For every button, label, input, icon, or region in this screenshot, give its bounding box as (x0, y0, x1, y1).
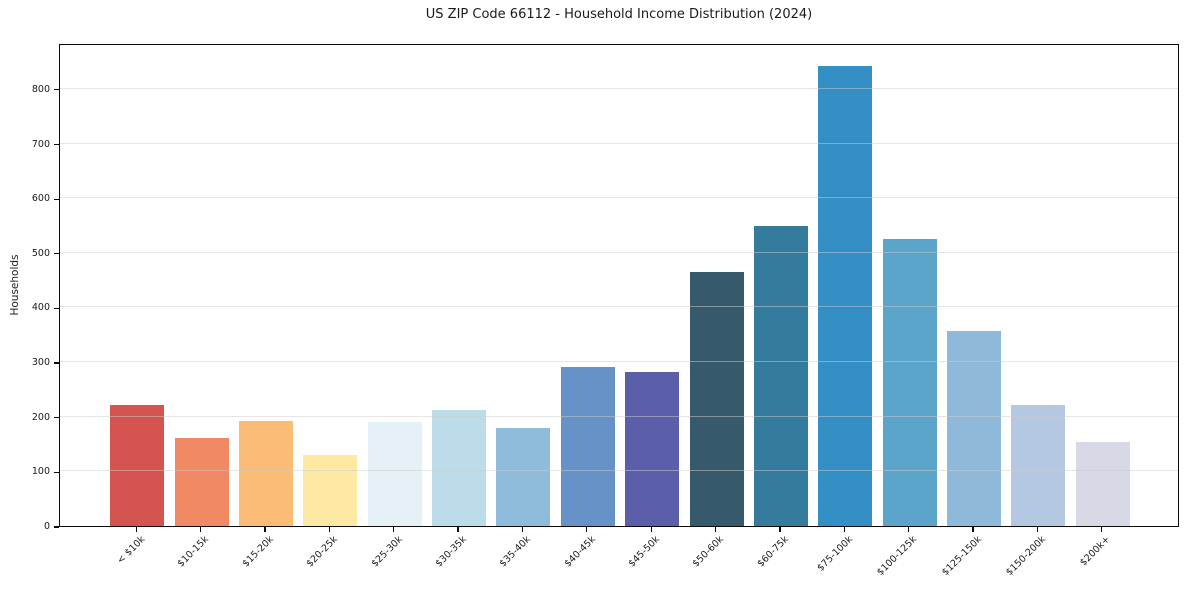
x-tick-label-$200k+: $200k+ (1078, 534, 1113, 569)
y-tick-mark-500 (54, 253, 59, 255)
y-tick-mark-200 (54, 417, 59, 419)
bar-$45-50k (625, 371, 680, 526)
chart-title: US ZIP Code 66112 - Household Income Dis… (425, 7, 813, 22)
x-tick-label-$60-75k: $60-75k (755, 534, 791, 570)
y-tick-mark-600 (54, 198, 59, 200)
x-tick-label-< $10k: < $10k (114, 534, 147, 567)
y-tick-mark-700 (54, 143, 59, 146)
y-tick-mark-300 (54, 362, 59, 364)
y-tick-label-0: 0 (43, 521, 50, 532)
bar-$60-75k (753, 225, 808, 526)
x-tick-label-$40-45k: $40-45k (562, 534, 598, 570)
y-tick-label-400: 400 (31, 302, 50, 314)
bar-$10-15k (174, 438, 229, 526)
bar-$150-200k (1011, 404, 1066, 526)
x-tick-mark-$35-40k (521, 527, 524, 532)
x-tick-mark-$10-15k (199, 527, 202, 532)
y-tick-label-300: 300 (31, 357, 50, 369)
x-tick-mark-$60-75k (779, 527, 781, 532)
y-tick-mark-0 (54, 526, 59, 528)
bar-$50-60k (689, 272, 744, 526)
y-tick-label-800: 800 (31, 83, 50, 95)
x-tick-mark-$15-20k (264, 527, 266, 532)
x-tick-mark-$75-100k (843, 527, 845, 532)
y-tick-mark-100 (54, 471, 59, 473)
x-tick-label-$30-35k: $30-35k (433, 534, 469, 570)
y-tick-mark-400 (54, 307, 59, 310)
x-tick-mark-$125-150k (972, 527, 974, 532)
x-tick-label-$125-150k: $125-150k (939, 534, 984, 579)
x-tick-mark-$200k+ (1101, 527, 1103, 532)
x-tick-mark-$25-30k (393, 527, 395, 532)
y-tick-label-700: 700 (31, 138, 50, 150)
x-tick-mark-$45-50k (650, 527, 652, 532)
x-tick-mark-< $10k (135, 527, 137, 532)
x-tick-mark-$100-125k (908, 527, 910, 532)
bar-$15-20k (238, 421, 293, 526)
bar-$30-35k (432, 409, 487, 526)
y-tick-label-500: 500 (31, 247, 50, 259)
y-tick-label-100: 100 (31, 466, 50, 478)
x-tick-label-$100-125k: $100-125k (875, 534, 920, 579)
x-tick-label-$150-200k: $150-200k (1004, 534, 1049, 579)
y-tick-label-600: 600 (31, 193, 50, 205)
y-tick-mark-800 (54, 89, 59, 91)
x-tick-mark-$150-200k (1036, 527, 1039, 532)
x-tick-label-$10-15k: $10-15k (175, 534, 212, 570)
bar-$75-100k (818, 65, 873, 526)
bar-$35-40k (496, 428, 551, 526)
x-tick-label-$35-40k: $35-40k (497, 534, 534, 570)
x-tick-mark-$20-25k (328, 527, 330, 532)
bar-$40-45k (560, 367, 615, 526)
bar-$100-125k (882, 238, 937, 526)
x-tick-mark-$30-35k (457, 527, 459, 532)
bar-$20-25k (303, 454, 358, 526)
x-tick-mark-$40-45k (586, 527, 588, 532)
x-tick-label-$20-25k: $20-25k (304, 534, 341, 570)
bars-layer (60, 45, 1178, 526)
x-tick-label-$25-30k: $25-30k (368, 534, 405, 570)
y-tick-label-200: 200 (31, 411, 50, 423)
x-tick-mark-$50-60k (714, 527, 717, 532)
plot-area (59, 44, 1179, 527)
bar-< $10k (110, 404, 165, 526)
x-tick-label-$45-50k: $45-50k (626, 534, 662, 570)
bar-$25-30k (367, 422, 422, 526)
x-tick-label-$75-100k: $75-100k (815, 534, 856, 574)
bar-$125-150k (947, 330, 1002, 526)
x-tick-label-$50-60k: $50-60k (690, 534, 727, 570)
x-tick-label-$15-20k: $15-20k (240, 534, 276, 570)
bar-$200k+ (1075, 441, 1130, 526)
